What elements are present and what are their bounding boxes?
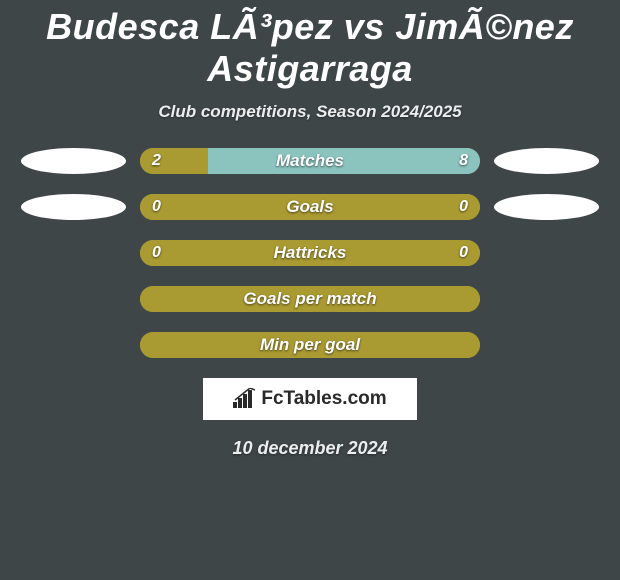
stat-value-left: 0 <box>152 240 161 266</box>
site-logo: FcTables.com <box>203 378 417 420</box>
date-text: 10 december 2024 <box>0 420 620 459</box>
stat-row: Hattricks0 0 <box>0 240 620 266</box>
stat-bar: Matches2 8 <box>140 148 480 174</box>
player-badge-right <box>494 194 599 220</box>
stat-bar: Goals per match <box>140 286 480 312</box>
stat-value-left: 0 <box>152 194 161 220</box>
player-badge-right <box>494 148 599 174</box>
player-badge-left <box>21 194 126 220</box>
stat-bar: Hattricks0 0 <box>140 240 480 266</box>
page-subtitle: Club competitions, Season 2024/2025 <box>0 92 620 148</box>
stat-value-left: 2 <box>152 148 161 174</box>
stat-row: Goals0 0 <box>0 194 620 220</box>
stat-row: Matches2 8 <box>0 148 620 174</box>
page-title: Budesca LÃ³pez vs JimÃ©nez Astigarraga <box>0 0 620 92</box>
stat-row: Goals per match <box>0 286 620 312</box>
stat-value-right: 0 <box>459 194 468 220</box>
stat-row: Min per goal <box>0 332 620 358</box>
stat-bar: Min per goal <box>140 332 480 358</box>
stat-value-right: 0 <box>459 240 468 266</box>
stat-label: Goals <box>140 194 480 220</box>
stat-label: Min per goal <box>140 332 480 358</box>
logo-text: FcTables.com <box>261 388 386 410</box>
player-badge-left <box>21 148 126 174</box>
chart-icon <box>233 388 257 410</box>
stat-value-right: 8 <box>459 148 468 174</box>
stat-label: Matches <box>140 148 480 174</box>
stat-label: Hattricks <box>140 240 480 266</box>
stat-label: Goals per match <box>140 286 480 312</box>
stat-bar: Goals0 0 <box>140 194 480 220</box>
